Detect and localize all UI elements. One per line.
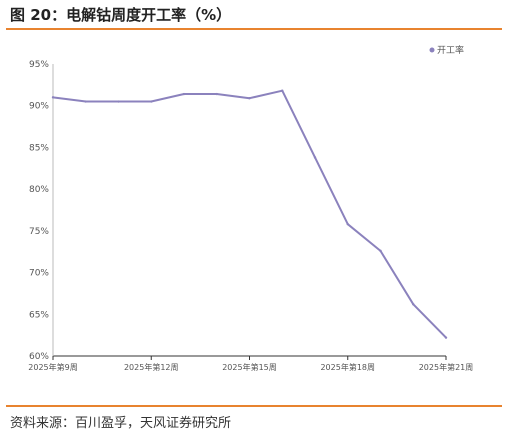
legend-label: 开工率: [437, 44, 464, 56]
data-point: [182, 92, 186, 96]
legend: 开工率: [429, 44, 464, 56]
data-point: [248, 97, 251, 100]
data-point: [379, 249, 382, 253]
y-tick-label: 75%: [29, 227, 49, 237]
data-point: [84, 100, 87, 103]
data-point: [117, 100, 120, 103]
x-axis-ticks: [52, 356, 447, 360]
x-axis-labels: 2025年第9周 2025年第12周 2025年第15周 2025年第18周 2025年…: [28, 362, 473, 372]
x-tick-label: 2025年第15周: [222, 362, 277, 372]
y-tick-label: 80%: [29, 185, 49, 195]
x-tick-label: 2025年第18周: [320, 362, 375, 372]
footer-rule: [6, 405, 502, 407]
x-tick-label: 2025年第9周: [28, 362, 77, 372]
data-point: [444, 336, 448, 339]
line-chart: 60% 65% 70% 75% 80% 85% 90% 95% 2025年第9周 2025年第1…: [28, 44, 473, 372]
chart-title: 图 20：电解钴周度开工率（%）: [10, 6, 232, 24]
source-note: 资料来源：百川盈孚，天风证券研究所: [10, 416, 232, 431]
y-tick-label: 60%: [29, 352, 49, 362]
x-tick-label: 2025年第21周: [419, 362, 474, 372]
data-point: [150, 100, 153, 103]
y-tick-label: 65%: [29, 310, 49, 320]
header-rule: [6, 28, 502, 30]
legend-marker: [429, 47, 435, 53]
y-tick-label: 95%: [29, 60, 49, 70]
series-group: [51, 89, 448, 339]
y-tick-label: 70%: [29, 269, 49, 279]
data-point: [51, 96, 55, 99]
series-line: [52, 89, 447, 339]
y-tick-label: 90%: [29, 102, 49, 112]
data-point: [215, 92, 218, 96]
data-point: [281, 89, 284, 92]
data-point: [412, 303, 415, 306]
y-axis-labels: 60% 65% 70% 75% 80% 85% 90% 95%: [29, 60, 49, 362]
y-tick-label: 85%: [29, 143, 49, 153]
data-point: [313, 156, 317, 159]
data-point: [346, 222, 349, 226]
x-tick-label: 2025年第12周: [124, 362, 179, 372]
